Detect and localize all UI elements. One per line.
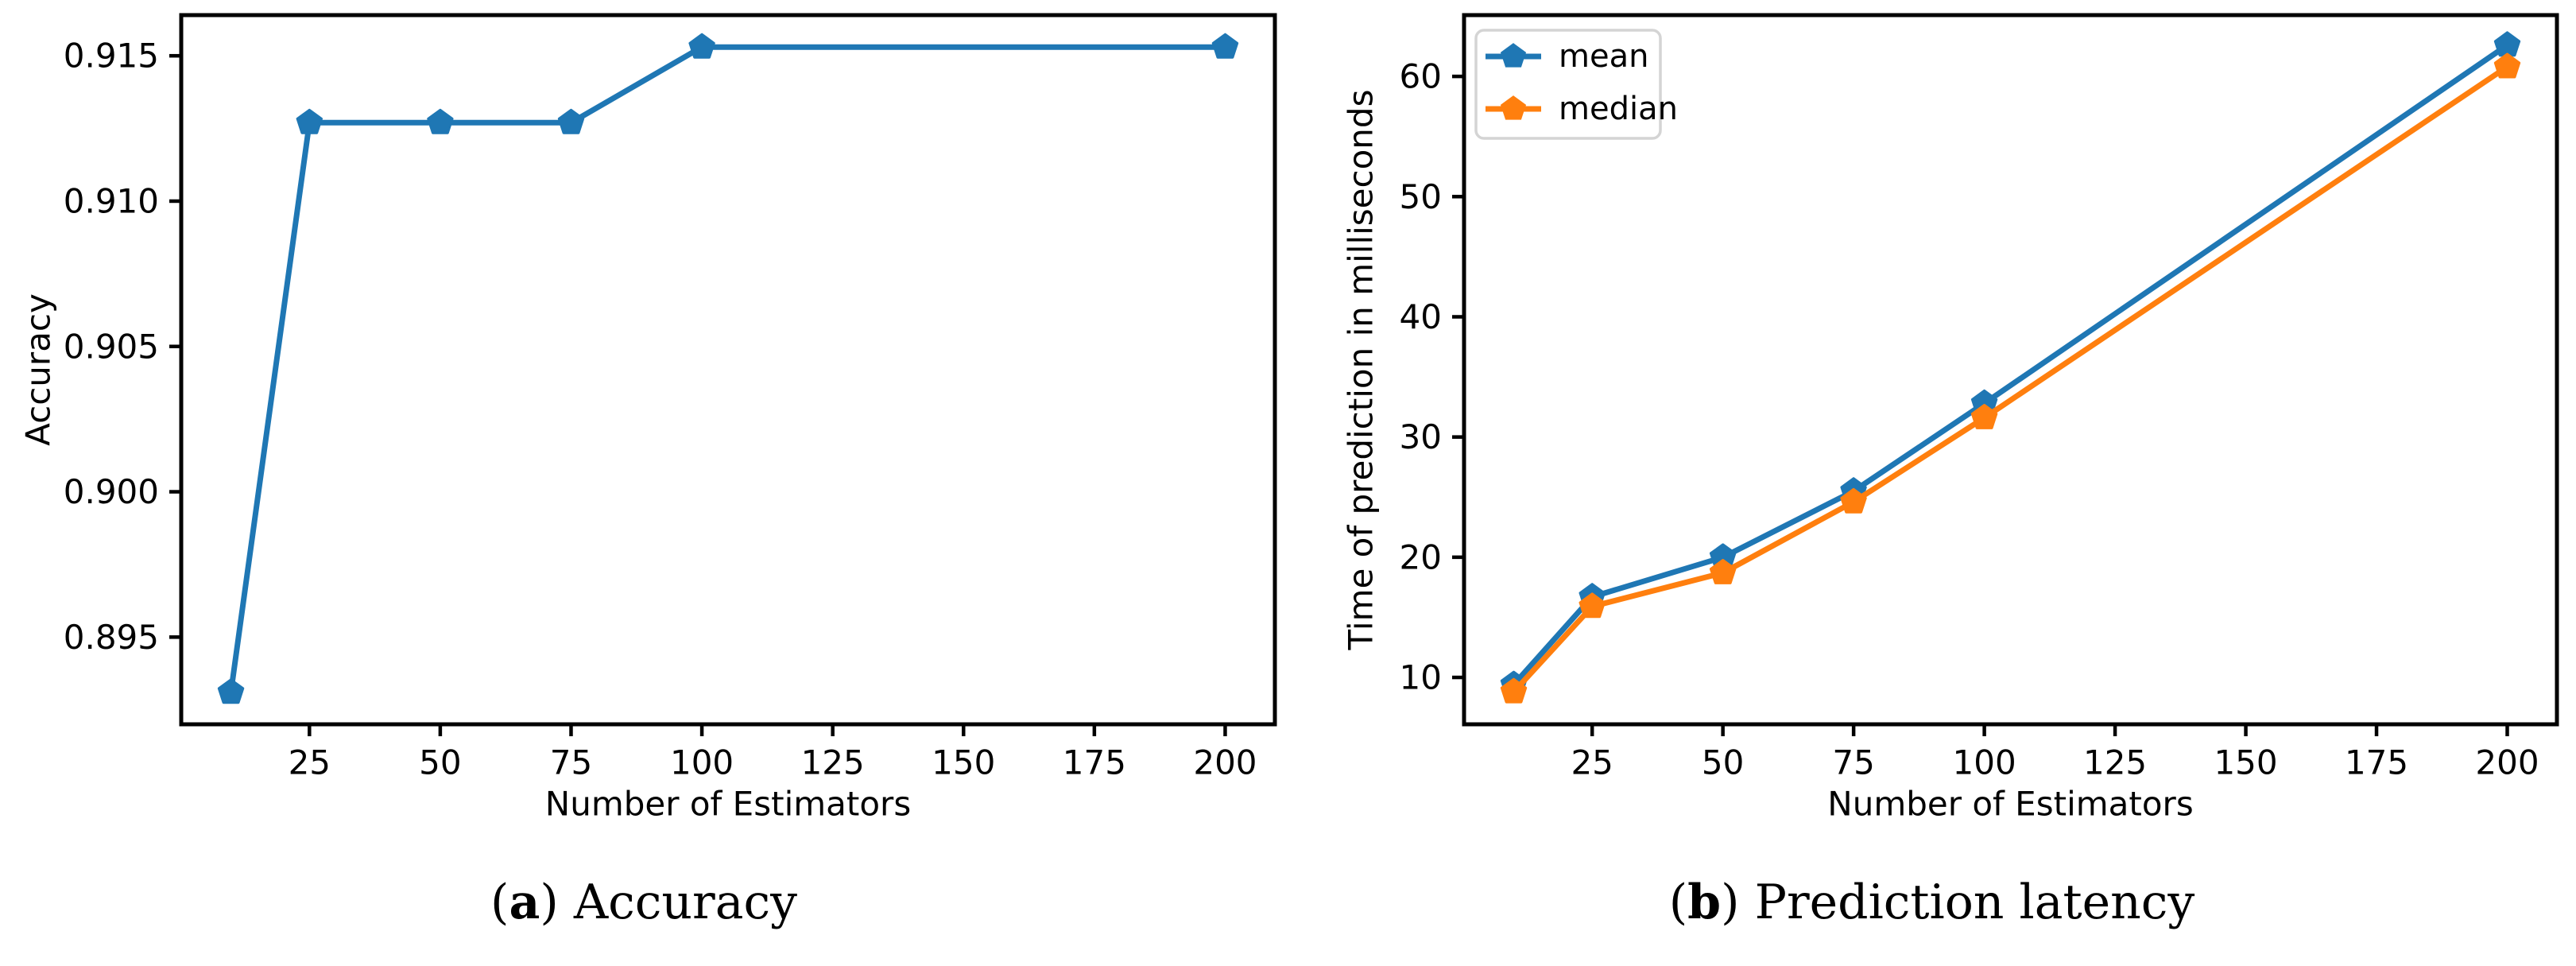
caption-a-id: (a) xyxy=(490,875,559,930)
latency-chart: 25 50 75 100 125 150 175 200 10 20 30 40 50 60 Number … xyxy=(1342,13,2559,824)
median-marker xyxy=(2493,52,2521,79)
accuracy-chart-xlabel: Number of Estimators xyxy=(545,785,911,824)
mean-line xyxy=(1511,42,2510,688)
y-tick-label: 20 xyxy=(1400,537,1442,576)
accuracy-chart-spines xyxy=(179,13,1277,727)
caption-a: (a) Accuracy xyxy=(0,875,1288,954)
x-tick-label: 175 xyxy=(1063,743,1126,782)
accuracy-marker xyxy=(557,108,585,134)
caption-a-text: Accuracy xyxy=(573,875,797,930)
accuracy-line xyxy=(228,44,1228,696)
x-tick-label: 100 xyxy=(670,743,734,782)
legend-swatch-marker xyxy=(1500,43,1527,68)
caption-b: (b) Prediction latency xyxy=(1288,875,2576,954)
x-tick-label: 150 xyxy=(2214,743,2277,782)
x-tick-label: 100 xyxy=(1953,743,2016,782)
accuracy-markers xyxy=(217,33,1239,704)
y-tick-label: 0.915 xyxy=(64,37,159,76)
median-marker xyxy=(1970,404,1998,429)
caption-b-letter: b xyxy=(1687,875,1722,930)
x-tick-label: 50 xyxy=(419,743,461,782)
accuracy-marker xyxy=(217,678,245,704)
x-tick-label: 75 xyxy=(550,743,592,782)
accuracy-marker xyxy=(427,108,454,134)
y-tick-label: 0.900 xyxy=(64,472,159,511)
x-tick-label: 125 xyxy=(801,743,865,782)
accuracy-chart: 25 50 75 100 125 150 175 200 0.895 0.900 0.905 0.91… xyxy=(19,13,1277,824)
y-tick-label: 60 xyxy=(1400,57,1442,96)
accuracy-chart-ylabel: Accuracy xyxy=(19,293,58,446)
median-marker xyxy=(1840,487,1867,514)
accuracy-chart-y-axis: 0.895 0.900 0.905 0.910 0.915 xyxy=(64,37,181,657)
latency-chart-y-axis: 10 20 30 40 50 60 xyxy=(1400,57,1464,697)
accuracy-marker xyxy=(688,33,715,59)
x-tick-label: 175 xyxy=(2345,743,2408,782)
x-tick-label: 200 xyxy=(2475,743,2539,782)
x-tick-label: 75 xyxy=(1832,743,1874,782)
x-tick-label: 150 xyxy=(932,743,995,782)
caption-a-letter: a xyxy=(509,875,540,930)
y-tick-label: 0.905 xyxy=(64,327,159,366)
x-tick-label: 25 xyxy=(1571,743,1613,782)
y-tick-label: 10 xyxy=(1400,658,1442,697)
median-marker xyxy=(1579,592,1606,619)
latency-chart-x-axis: 25 50 75 100 125 150 175 200 xyxy=(1571,724,2539,782)
y-tick-label: 50 xyxy=(1400,177,1442,216)
latency-chart-spines xyxy=(1462,13,2559,727)
median-line xyxy=(1511,64,2510,695)
accuracy-marker xyxy=(1211,33,1239,59)
latency-chart-xlabel: Number of Estimators xyxy=(1827,785,2193,824)
accuracy-chart-x-axis: 25 50 75 100 125 150 175 200 xyxy=(289,724,1257,782)
y-tick-label: 40 xyxy=(1400,297,1442,336)
median-marker xyxy=(1500,677,1528,704)
x-tick-label: 200 xyxy=(1193,743,1257,782)
median-markers xyxy=(1500,52,2521,704)
x-tick-label: 25 xyxy=(289,743,331,782)
x-tick-label: 125 xyxy=(2083,743,2147,782)
caption-b-id: (b) xyxy=(1668,875,1740,930)
y-tick-label: 0.895 xyxy=(64,618,159,657)
caption-b-text: Prediction latency xyxy=(1754,875,2195,930)
median-marker xyxy=(1709,559,1737,584)
x-tick-label: 50 xyxy=(1702,743,1744,782)
legend-swatch-marker xyxy=(1500,95,1527,120)
legend-label: median xyxy=(1559,91,1678,127)
latency-chart-legend: mean median xyxy=(1474,29,1678,140)
y-tick-label: 30 xyxy=(1400,417,1442,456)
latency-chart-ylabel: Time of prediction in milliseconds xyxy=(1342,90,1381,651)
y-tick-label: 0.910 xyxy=(64,181,159,220)
accuracy-marker xyxy=(296,108,323,134)
mean-marker xyxy=(2493,31,2521,57)
legend-label: mean xyxy=(1559,38,1648,75)
